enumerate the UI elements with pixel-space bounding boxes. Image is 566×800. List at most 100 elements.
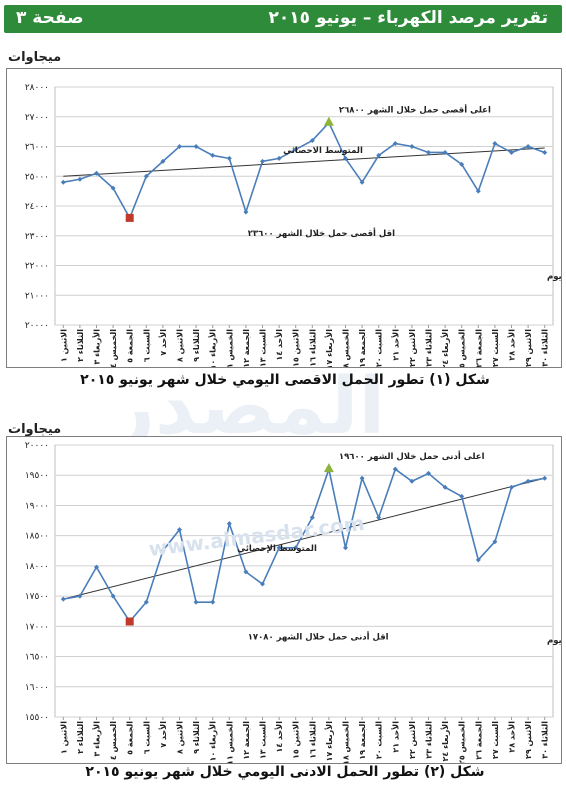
chart2-xtick-label: الأحد ٢١	[390, 721, 400, 753]
chart1-data-point	[160, 158, 166, 164]
chart2-xtick-label: الاثنين ١٥	[292, 721, 301, 759]
chart1-data-point	[143, 173, 149, 179]
chart2-xtick-label: الثلاثاء ٣٠	[541, 721, 550, 759]
chart2-data-point	[392, 466, 398, 472]
chart2-xtick-label: الأربعاء ٢٤	[440, 721, 450, 762]
chart2-data-point	[243, 569, 249, 575]
chart2-data-point	[94, 564, 99, 570]
chart1-min-marker	[125, 213, 134, 222]
chart1-data-point	[525, 144, 531, 149]
chart2-xtick-label: الأحد ٢٨	[507, 721, 517, 753]
chart2-xtick-label: الأربعاء ٣	[92, 721, 102, 757]
chart2-frame: ١٥٥٠٠ ١٦٠٠٠ ١٦٥٠٠ ١٧٠٠٠ ١٧٥٠٠ ١٨٠٠٠ ١٨٥٠٠ ١٩٠٠٠…	[6, 436, 566, 765]
chart2-max-annotation: اعلى أدنى حمل خلال الشهر ١٩٦٠٠	[339, 450, 485, 462]
chart1-data-point	[309, 138, 315, 144]
chart2-xtick-label: الخميس ٢٥	[458, 721, 468, 763]
chart2-ytick-label: ١٨٥٠٠	[25, 532, 49, 542]
chart2-data-point	[77, 593, 83, 599]
chart1-xtick-label: الأربعاء ١٧	[324, 329, 334, 367]
chart1-data-point	[110, 185, 116, 191]
chart2-data-point	[210, 599, 216, 605]
chart2-ytick-label: ١٨٠٠٠	[25, 562, 49, 572]
chart1-data-point	[542, 149, 548, 155]
chart2-data-point	[226, 521, 232, 527]
chart1-xtick-label: الثلاثاء ١٦	[308, 329, 317, 367]
chart2-data-point	[492, 539, 498, 545]
chart1-ytick-label: ٢٥٠٠٠	[25, 172, 49, 182]
chart2-xtick-label: الثلاثاء ٢٣	[425, 721, 434, 759]
chart2-data-point	[160, 548, 166, 554]
chart1-xtick-label: الأربعاء ١٠	[208, 329, 218, 367]
chart2-data-point	[459, 493, 465, 499]
chart2-data-point	[525, 478, 531, 484]
chart1-xtick-label: الأحد ٧	[158, 329, 168, 356]
chart1-max-annotation: اعلى أقصى حمل خلال الشهر ٢٦٨٠٠	[339, 104, 491, 116]
chart1-trend-line	[63, 147, 545, 177]
chart1-xtick-label: الخميس ١٨	[342, 329, 352, 367]
chart1-xtick-label: الاثنين ١٥	[292, 329, 301, 367]
chart1-data-point	[243, 209, 249, 215]
chart1-xtick-label: الخميس ٢٥	[458, 329, 468, 367]
chart1-xtick-label: السبت ١٣	[259, 329, 268, 367]
chart2-xtick-label: الأحد ١٤	[274, 721, 284, 753]
chart2-xtick-label: الأحد ٧	[158, 721, 168, 748]
chart1-xtick-label: الجمعة ٢٦	[474, 329, 483, 367]
chart1-data-point	[343, 155, 348, 161]
chart2-data-point	[293, 545, 299, 551]
chart2-data-point	[143, 599, 149, 605]
chart2-plot-area	[54, 444, 554, 718]
chart1-xtick-label: الأحد ٢١	[390, 329, 400, 361]
chart1-xtick-label: الخميس ٤	[109, 329, 119, 367]
chart2-ytick-label: ١٩٥٠٠	[25, 471, 49, 481]
chart1-data-point	[210, 152, 216, 158]
chart1-ytick-label: ٢٣٠٠٠	[25, 232, 49, 242]
chart1-ytick-label: ٢٨٠٠٠	[25, 83, 49, 93]
chart1-min-annotation: اقل أقصى حمل خلال الشهر ٢٣٦٠٠	[248, 227, 395, 239]
chart2-series-line	[63, 466, 545, 623]
chart2-data-point	[509, 484, 514, 490]
chart1-caption: شكل (١) تطور الحمل الاقصى اليومي خلال شه…	[80, 372, 490, 388]
chart2-ytick-label: ١٩٠٠٠	[25, 501, 49, 511]
chart2-min-annotation: اقل أدنى حمل خلال الشهر ١٧٠٨٠	[248, 630, 389, 642]
chart2-data-point	[426, 470, 431, 476]
chart1-xtick-label: الخميس ١١	[225, 329, 235, 367]
chart1-xtick-label: الجمعة ٥	[126, 329, 135, 363]
chart2-xtick-label: الخميس ١٨	[342, 721, 352, 763]
chart1-data-point	[509, 149, 514, 155]
chart2-xtick-label: السبت ١٣	[259, 721, 268, 759]
chart1-data-point	[409, 144, 415, 149]
chart2-xtick-label: السبت ٢٧	[491, 721, 500, 759]
chart1-data-point	[60, 179, 66, 185]
chart1-xtick-label: الجمعة ١٩	[358, 329, 367, 367]
chart1-ytick-label: ٢٢٠٠٠	[25, 262, 49, 272]
chart1-xtick-label: السبت ٦	[142, 329, 151, 363]
chart2-xtick-label: الاثنين ١	[59, 721, 68, 754]
chart2-data-point	[110, 593, 116, 599]
chart1-xtick-label: الأحد ١٤	[274, 329, 284, 361]
chart1-xtick-label: الاثنين ٨	[176, 329, 185, 362]
chart1-ytick-label: ٢١٠٠٠	[25, 291, 49, 301]
chart1-xtick-label: الأحد ٢٨	[507, 329, 517, 361]
chart2-caption: شكل (٢) تطور الحمل الادنى اليومي خلال شه…	[85, 764, 485, 780]
chart2-data-point	[376, 515, 382, 521]
chart2-xtick-label: الخميس ٤	[109, 721, 119, 760]
chart1-xtick-label: الثلاثاء ٢٣	[425, 329, 434, 367]
chart2-unit-label: ميجاوات	[8, 422, 62, 437]
chart2-xtick-label: الثلاثاء ١٦	[308, 721, 317, 759]
chart1-data-point	[260, 158, 265, 164]
chart2-data-point	[276, 545, 282, 551]
chart1-xtick-label: السبت ٢٧	[491, 329, 500, 367]
chart2-data-point	[542, 475, 548, 481]
chart1-xtick-label: الثلاثاء ٣٠	[541, 329, 550, 367]
chart1-unit-label: ميجاوات	[8, 50, 62, 65]
chart1-data-point	[226, 155, 232, 161]
chart2-data-point	[60, 596, 66, 602]
chart2-svg: ١٥٥٠٠ ١٦٠٠٠ ١٦٥٠٠ ١٧٠٠٠ ١٧٥٠٠ ١٨٠٠٠ ١٨٥٠٠ ١٩٠٠٠…	[25, 441, 566, 765]
chart1-trend-label: المتوسط الاحصائي	[283, 146, 363, 156]
chart2-xtick-label: الثلاثاء ٩	[192, 721, 201, 754]
chart2-xtick-label: الأربعاء ١٧	[324, 721, 334, 762]
page-number: صفحة ٣	[16, 8, 84, 28]
chart2-xtick-label: الثلاثاء ٢	[76, 721, 85, 754]
chart2-ytick-label: ١٦٠٠٠	[25, 683, 49, 693]
chart1-frame: ٢٠٠٠٠ ٢١٠٠٠ ٢٢٠٠٠ ٢٣٠٠٠ ٢٤٠٠٠ ٢٥٠٠٠ ٢٦٠٠٠ ٢٧٠٠٠…	[6, 68, 566, 373]
